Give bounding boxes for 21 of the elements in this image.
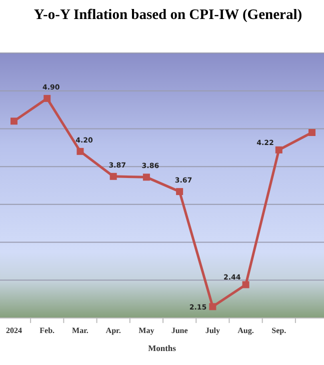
x-tick-label: Mar. <box>72 326 88 335</box>
x-axis-title: Months <box>148 343 177 353</box>
point <box>176 188 184 196</box>
point <box>242 281 250 288</box>
x-tick-label: Aug. <box>238 326 254 335</box>
x-tick-label: June <box>171 326 188 335</box>
chart-title: Y-o-Y Inflation based on CPI-IW (General) <box>34 7 302 23</box>
point <box>10 118 18 125</box>
x-tick-label: May <box>138 326 154 335</box>
x-tick-label: 2024 <box>6 326 22 335</box>
point <box>76 148 84 155</box>
point <box>308 129 316 136</box>
point <box>209 303 216 310</box>
point <box>142 174 150 181</box>
point <box>275 146 282 154</box>
x-tick-label: July <box>205 326 220 335</box>
point <box>110 172 117 180</box>
x-tick-label: Sep. <box>272 326 286 335</box>
x-tick-label: Apr. <box>106 326 121 335</box>
x-tick-label: Feb. <box>40 326 55 335</box>
point <box>44 94 51 102</box>
